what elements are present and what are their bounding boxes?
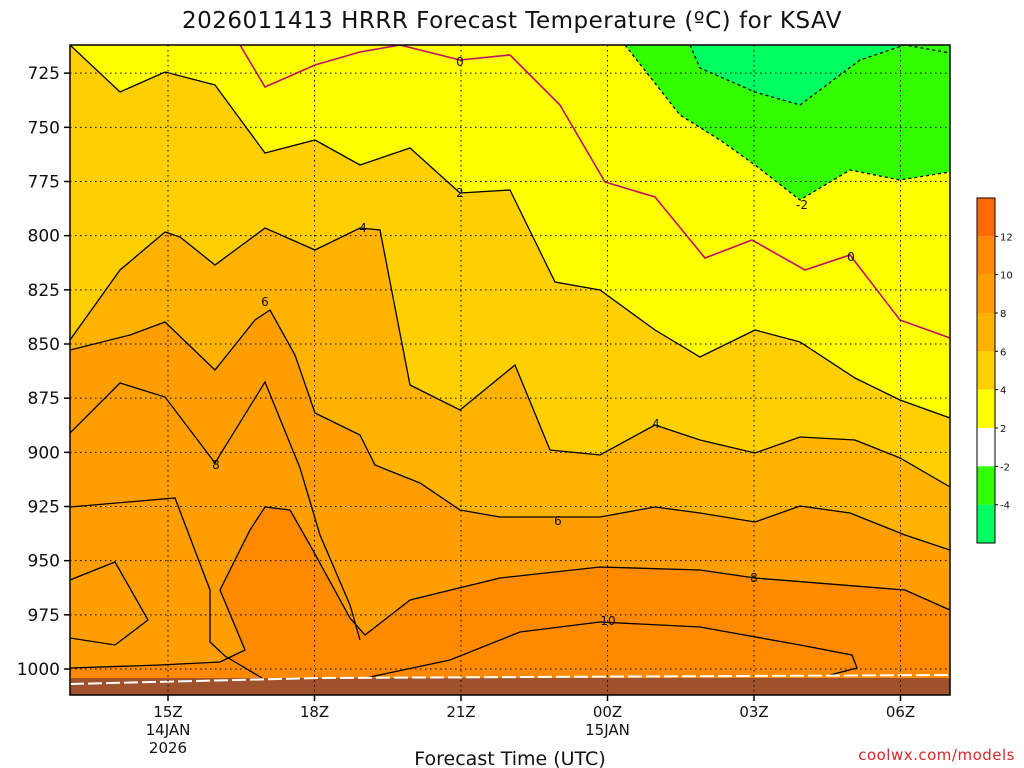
x-tick-date-label: 14JAN xyxy=(146,721,191,739)
colorbar: 12 10 8 6 4 2 -2 -4 xyxy=(976,197,1013,544)
colorbar-tick-label: 4 xyxy=(1000,386,1006,397)
contour-label: -2 xyxy=(796,198,808,212)
colorbar-bin xyxy=(977,466,995,505)
isotherm-12 xyxy=(70,561,149,646)
colorbar-bin xyxy=(977,389,995,428)
colorbar-tick-label: 8 xyxy=(1000,309,1006,320)
plot-area: 0 0 2 -2 4 4 6 6 8 8 10 xyxy=(69,44,951,696)
y-tick-label: 1000 xyxy=(17,660,60,680)
contour-label-group: 0 0 2 -2 4 4 6 6 8 8 10 xyxy=(212,55,855,628)
colorbar-tick-label: 10 xyxy=(1000,271,1013,282)
isotherm-6 xyxy=(70,309,950,551)
isotherm-8 xyxy=(70,497,263,679)
isotherm-lines xyxy=(70,45,950,679)
x-tick-label: 00Z xyxy=(593,703,622,721)
isotherm-8b xyxy=(70,380,361,641)
x-axis-label: Forecast Time (UTC) xyxy=(414,748,605,768)
isotherm-0 xyxy=(239,45,950,339)
contour-label: 8 xyxy=(750,571,758,585)
x-tick-label: 21Z xyxy=(446,703,475,721)
contour-label: 0 xyxy=(456,55,464,69)
colorbar-bin xyxy=(977,198,995,237)
plot-frame xyxy=(69,44,951,696)
contour-label: 0 xyxy=(847,250,855,264)
contour-label: 4 xyxy=(652,417,660,431)
y-tick-label: 925 xyxy=(28,498,60,518)
y-tick-label: 900 xyxy=(28,443,60,463)
ground-edge xyxy=(70,674,950,685)
x-tick-date-label: 2026 xyxy=(149,739,187,757)
colorbar-bin xyxy=(977,313,995,352)
contour-label: 6 xyxy=(261,295,269,309)
x-tick-label: 06Z xyxy=(886,703,915,721)
colorbar-bin xyxy=(977,236,995,275)
colorbar-frame xyxy=(976,197,996,544)
y-tick-label: 750 xyxy=(28,118,60,138)
contour-label: 10 xyxy=(600,614,615,628)
isotherm-2 xyxy=(70,45,950,419)
contour-label: 8 xyxy=(212,458,220,472)
colorbar-bin xyxy=(977,428,995,467)
contour-label: 6 xyxy=(554,514,562,528)
x-tick-label: 15Z xyxy=(153,703,182,721)
isotherm-minus4 xyxy=(624,45,950,201)
isotherm-10 xyxy=(70,506,950,669)
colorbar-bin xyxy=(977,504,995,543)
grid-lines xyxy=(70,45,950,695)
x-tick-label: 18Z xyxy=(300,703,329,721)
colorbar-tick-label: 6 xyxy=(1000,347,1006,358)
isotherm-minus6 xyxy=(689,45,950,106)
credit-text: coolwx.com/models xyxy=(858,746,1015,764)
colorbar-bin xyxy=(977,274,995,313)
colorbar-tick-label: 2 xyxy=(1000,424,1006,435)
freezing-lines xyxy=(239,45,950,339)
y-tick-label: 775 xyxy=(28,173,60,193)
isotherm-4 xyxy=(70,227,950,488)
y-tick-label: 875 xyxy=(28,389,60,409)
contour-label: 4 xyxy=(359,221,367,235)
chart-title: 2026011413 HRRR Forecast Temperature (ºC… xyxy=(182,8,842,34)
y-axis: 725 750 775 800 825 850 875 900 925 950 975 1000 xyxy=(17,64,70,680)
y-tick-label: 825 xyxy=(28,281,60,301)
contour-label: 2 xyxy=(456,186,464,200)
colorbar-tick-label: 12 xyxy=(1000,232,1013,243)
isotherm-10b xyxy=(364,621,858,679)
colorbar-tick-label: -2 xyxy=(1000,462,1010,473)
band-minus6-to-minus4 xyxy=(690,45,950,105)
colorbar-bin xyxy=(977,351,995,390)
x-tick-date-label: 15JAN xyxy=(585,721,630,739)
y-tick-label: 725 xyxy=(28,64,60,84)
y-tick-label: 850 xyxy=(28,335,60,355)
y-tick-label: 950 xyxy=(28,552,60,572)
band-minus4-to-minus2 xyxy=(625,45,950,200)
x-tick-label: 03Z xyxy=(739,703,768,721)
y-tick-label: 800 xyxy=(28,227,60,247)
ground-surface xyxy=(70,678,950,695)
y-tick-label: 975 xyxy=(28,606,60,626)
colorbar-tick-label: -4 xyxy=(1000,501,1010,512)
